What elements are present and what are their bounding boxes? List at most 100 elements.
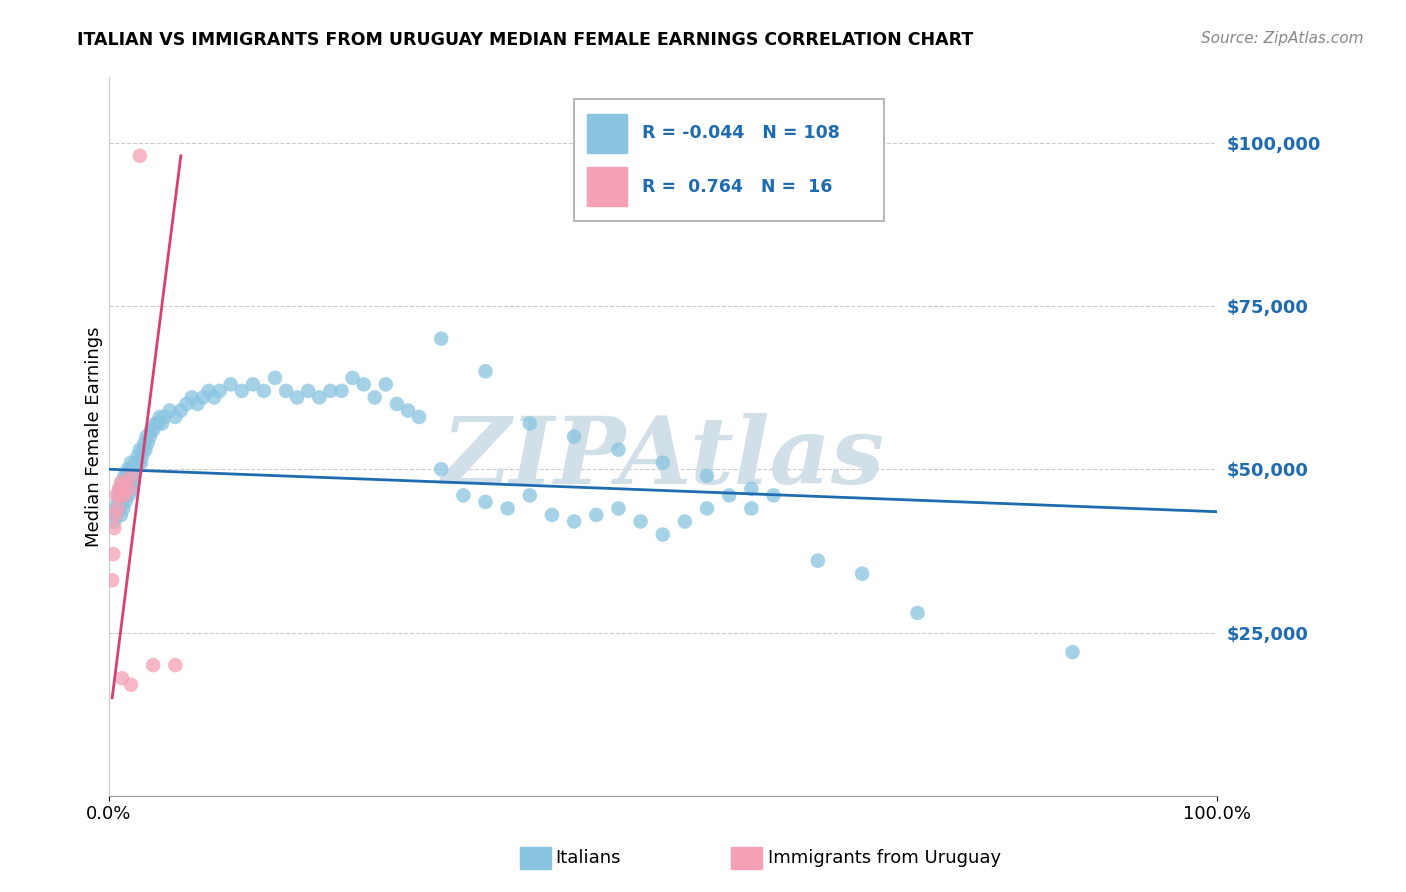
Point [297, 384, 319, 398]
Point [135, 429, 157, 443]
Point [264, 371, 287, 385]
Point [112, 468, 135, 483]
Point [562, 429, 585, 443]
Point [585, 508, 607, 522]
Point [112, 482, 135, 496]
Point [111, 482, 134, 496]
Point [108, 501, 131, 516]
Point [134, 436, 156, 450]
Point [131, 449, 153, 463]
Point [673, 515, 696, 529]
Point [607, 501, 630, 516]
Point [136, 436, 159, 450]
Y-axis label: Median Female Earnings: Median Female Earnings [86, 326, 103, 547]
Point [118, 462, 141, 476]
Text: Source: ZipAtlas.com: Source: ZipAtlas.com [1201, 31, 1364, 46]
Point [139, 429, 162, 443]
Point [105, 488, 128, 502]
Point [219, 377, 242, 392]
Text: ITALIAN VS IMMIGRANTS FROM URUGUAY MEDIAN FEMALE EARNINGS CORRELATION CHART: ITALIAN VS IMMIGRANTS FROM URUGUAY MEDIA… [77, 31, 973, 49]
Point [118, 482, 141, 496]
Point [202, 391, 225, 405]
Point [651, 527, 673, 541]
Point [176, 397, 198, 411]
Point [103, 515, 125, 529]
Point [285, 391, 308, 405]
Point [103, 547, 125, 561]
Point [740, 482, 762, 496]
Point [364, 391, 387, 405]
Point [430, 332, 453, 346]
Point [342, 371, 364, 385]
Point [142, 658, 165, 673]
Text: ZIPAtlas: ZIPAtlas [441, 413, 884, 503]
Point [453, 488, 475, 502]
Point [651, 456, 673, 470]
Point [142, 423, 165, 437]
Point [308, 391, 330, 405]
Point [127, 449, 149, 463]
Point [145, 417, 167, 431]
Point [374, 377, 396, 392]
Point [139, 423, 162, 437]
Point [124, 456, 146, 470]
Point [108, 482, 131, 496]
Point [562, 515, 585, 529]
Point [128, 149, 150, 163]
Point [128, 442, 150, 457]
Point [181, 391, 204, 405]
Point [111, 671, 134, 685]
Point [104, 501, 127, 516]
Point [496, 501, 519, 516]
Point [110, 488, 132, 502]
Point [242, 377, 264, 392]
Text: Immigrants from Uruguay: Immigrants from Uruguay [768, 849, 1001, 867]
Point [112, 488, 135, 502]
Point [129, 456, 152, 470]
Point [231, 384, 253, 398]
Point [134, 442, 156, 457]
Point [108, 488, 131, 502]
Point [114, 495, 136, 509]
Point [253, 384, 276, 398]
Point [519, 417, 541, 431]
Point [146, 417, 169, 431]
Point [718, 488, 741, 502]
Point [519, 488, 541, 502]
Point [474, 495, 496, 509]
Point [108, 482, 131, 496]
Point [740, 501, 762, 516]
Point [110, 475, 132, 490]
Point [111, 475, 134, 490]
Point [696, 501, 718, 516]
Point [117, 462, 139, 476]
Point [115, 488, 138, 502]
Point [122, 462, 145, 476]
Point [118, 475, 141, 490]
Point [396, 403, 419, 417]
Point [851, 566, 873, 581]
Point [165, 658, 187, 673]
Point [153, 409, 176, 424]
Point [101, 574, 124, 588]
Point [110, 508, 132, 522]
Point [353, 377, 375, 392]
Point [120, 468, 142, 483]
Point [330, 384, 353, 398]
Point [191, 391, 214, 405]
Point [541, 508, 564, 522]
Point [124, 468, 146, 483]
Point [117, 482, 139, 496]
Point [132, 442, 155, 457]
Point [118, 488, 141, 502]
Point [114, 475, 136, 490]
Point [120, 475, 142, 490]
Point [120, 678, 142, 692]
Point [107, 495, 129, 509]
Point [150, 417, 173, 431]
Point [115, 468, 138, 483]
Point [121, 468, 143, 483]
Point [104, 508, 127, 522]
Point [430, 462, 453, 476]
Text: Italians: Italians [555, 849, 621, 867]
